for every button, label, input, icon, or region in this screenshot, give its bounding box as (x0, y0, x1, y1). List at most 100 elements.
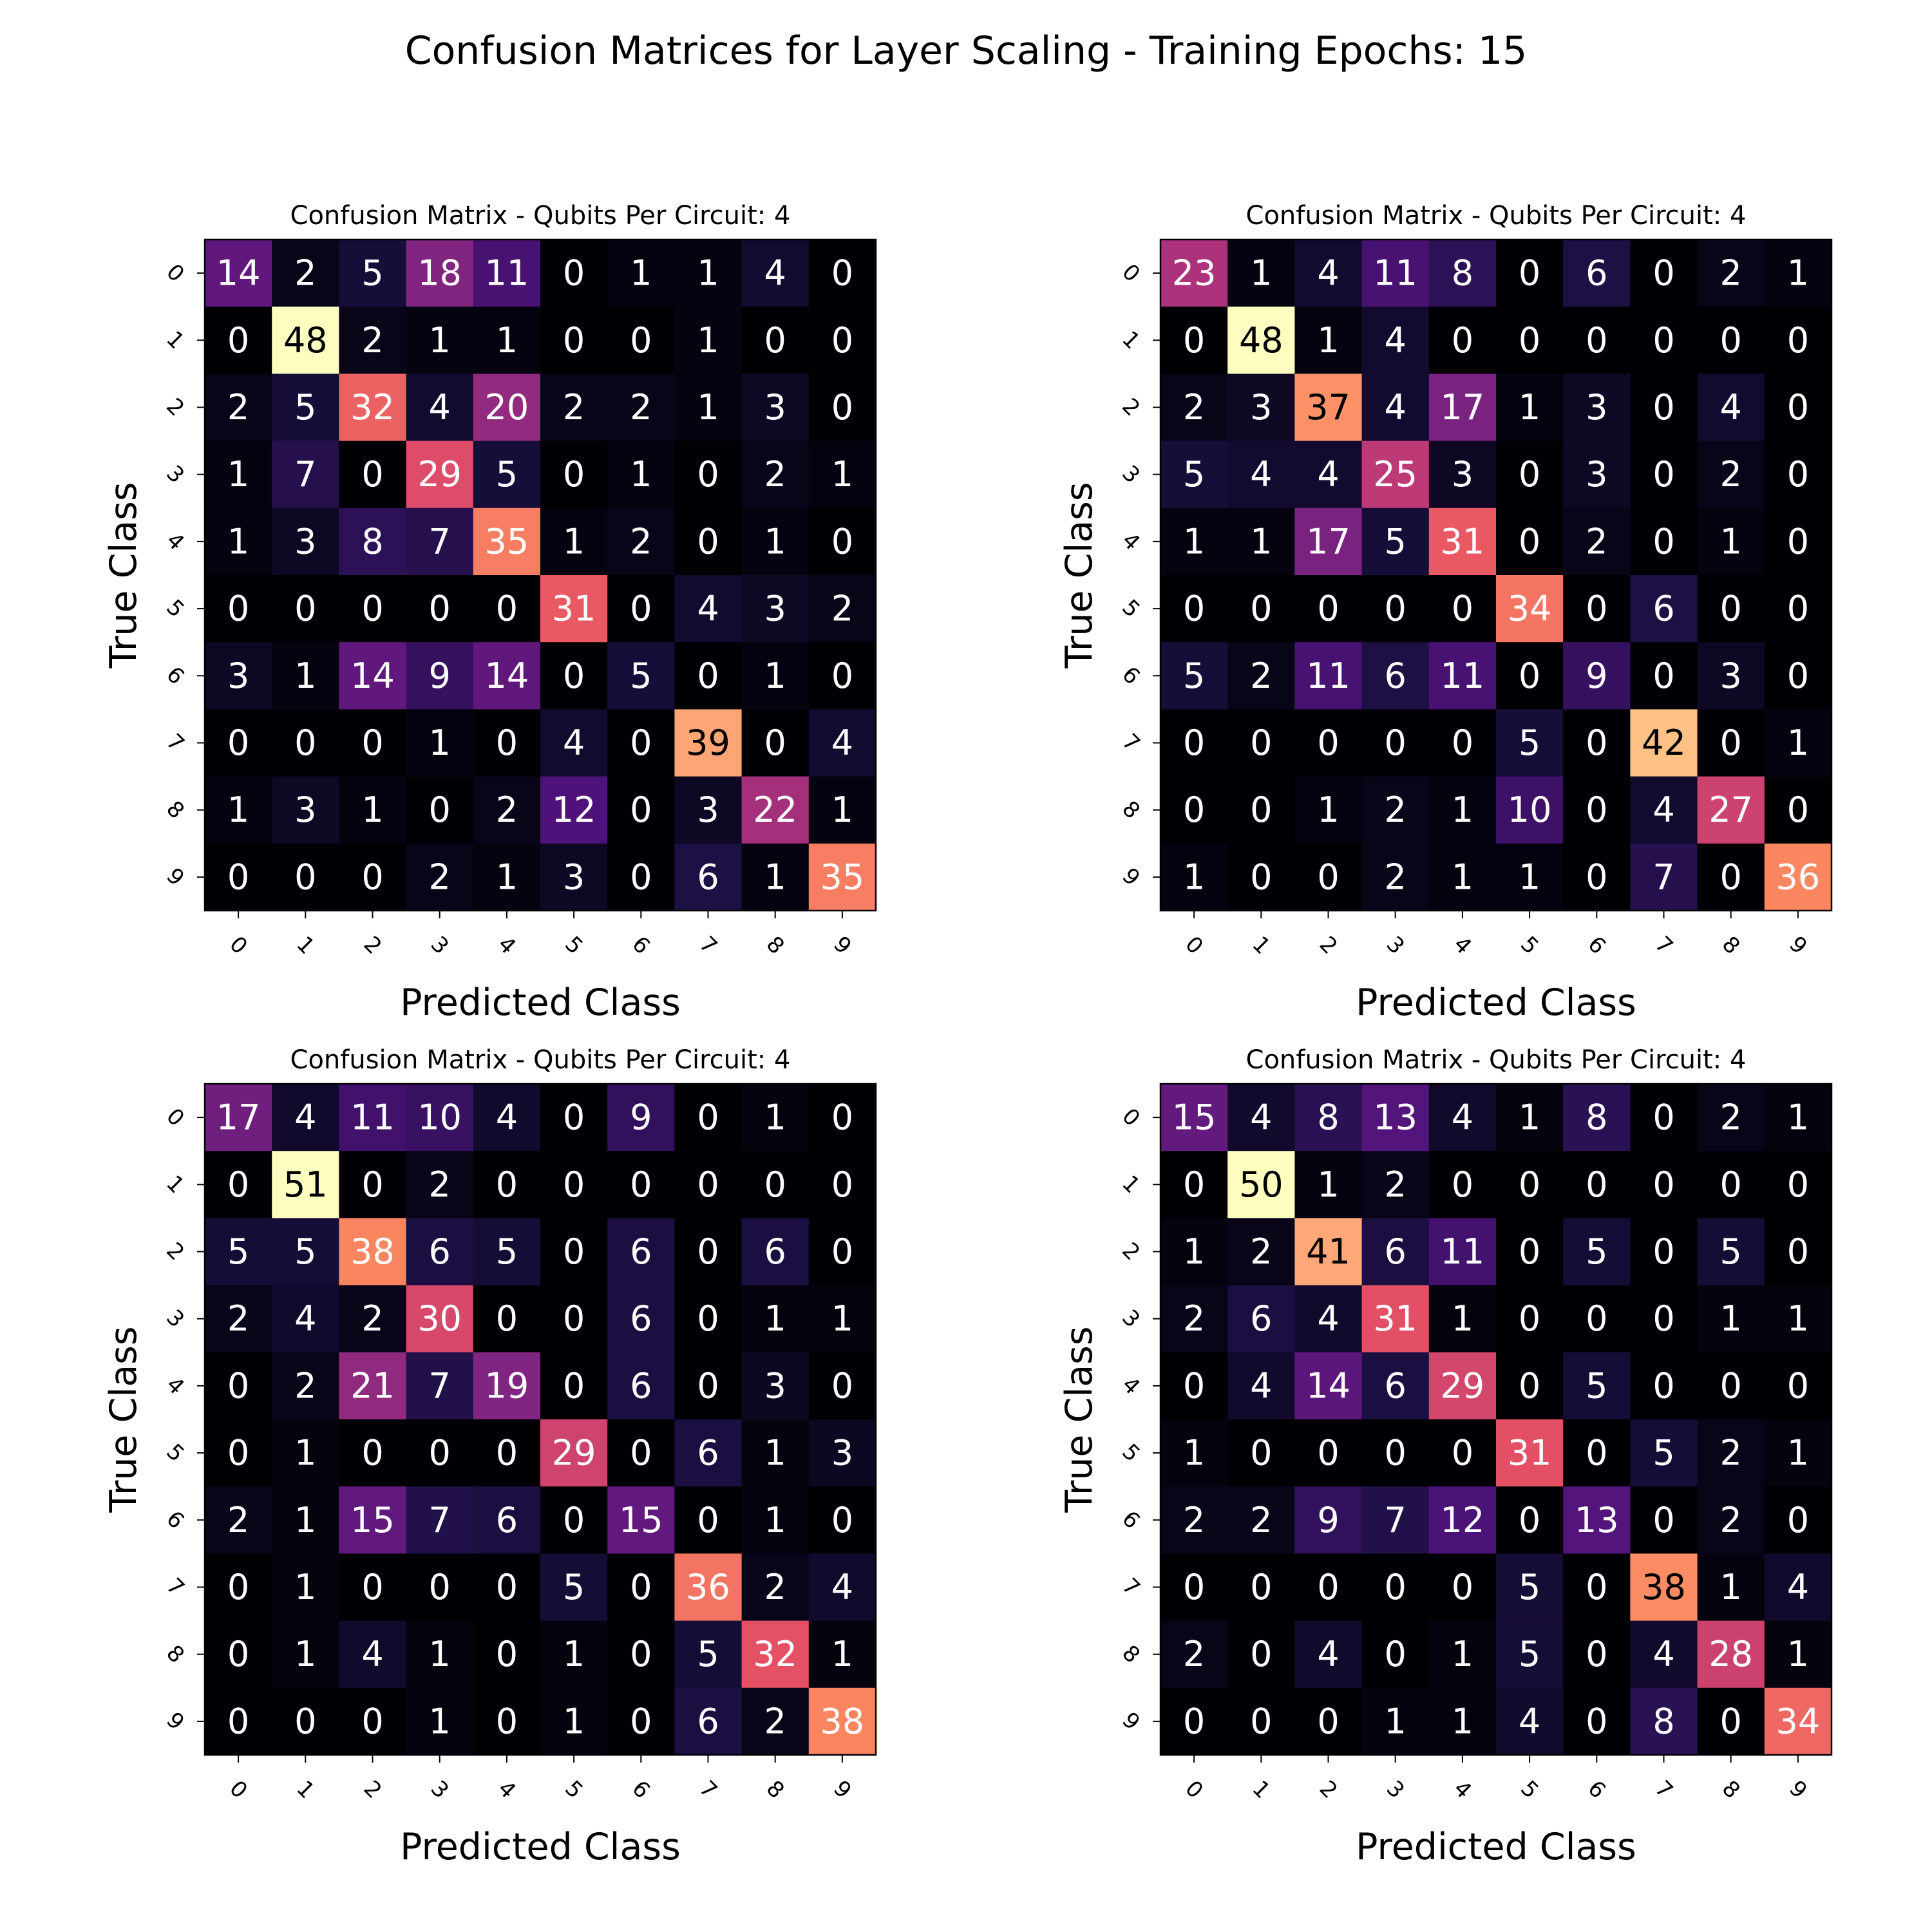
heatmap-cell (1428, 1084, 1497, 1151)
cell-value: 0 (1653, 1500, 1674, 1540)
heatmap-cell (272, 1620, 339, 1689)
heatmap-cell (674, 1218, 743, 1286)
heatmap-cell (205, 1419, 272, 1487)
cell-value: 0 (831, 1097, 853, 1138)
heatmap-cell (1697, 1620, 1765, 1689)
heatmap-cell (205, 307, 272, 374)
heatmap-cell (741, 1687, 810, 1756)
heatmap-cell (1160, 307, 1228, 374)
heatmap-cell (1160, 1687, 1228, 1756)
x-tick-label: 9 (1784, 1776, 1812, 1804)
heatmap-cell (473, 1151, 541, 1218)
y-tick-label: 7 (1117, 729, 1145, 757)
heatmap-cell (1563, 1352, 1631, 1420)
heatmap-cell (1496, 507, 1564, 576)
x-tick-label: 6 (627, 931, 656, 960)
heatmap-cell (406, 1151, 474, 1218)
y-tick-label: 6 (1117, 1506, 1145, 1535)
heatmap-cell (473, 709, 541, 777)
y-tick-label: 2 (1117, 1238, 1145, 1266)
y-axis-label: True Class (1058, 1326, 1101, 1513)
cell-value: 1 (227, 454, 249, 495)
x-tick-label: 5 (560, 1776, 588, 1804)
heatmap-cell (473, 1553, 541, 1622)
cell-value: 0 (1317, 1433, 1339, 1473)
cell-value: 0 (1787, 320, 1809, 361)
heatmap-cell (1496, 776, 1564, 844)
heatmap-cell (406, 240, 474, 307)
cell-value: 0 (563, 1231, 585, 1272)
heatmap-cell (1764, 575, 1832, 643)
cell-value: 0 (831, 1231, 853, 1272)
heatmap-cell (808, 1620, 876, 1689)
cell-value: 11 (485, 253, 529, 294)
heatmap-cell (607, 1218, 675, 1286)
heatmap-cell (1496, 440, 1564, 509)
cell-value: 21 (350, 1365, 395, 1406)
heatmap-cell (1361, 709, 1430, 777)
heatmap-cell (1227, 1687, 1295, 1756)
heatmap-cell (272, 1352, 339, 1420)
heatmap-cell (205, 575, 272, 643)
heatmap-cell (1428, 1151, 1497, 1218)
x-axis-label: Predicted Class (400, 981, 681, 1024)
heatmap-cell (741, 776, 810, 844)
cell-value: 41 (1306, 1231, 1350, 1272)
y-tick-label: 9 (1117, 1707, 1145, 1736)
x-tick-label: 8 (761, 1776, 790, 1804)
heatmap-cell (1361, 507, 1430, 576)
heatmap-cell (1630, 1218, 1698, 1286)
heatmap-cell (1496, 307, 1564, 374)
heatmap-cell (1697, 1285, 1765, 1353)
cell-value: 2 (1183, 1634, 1205, 1674)
cell-value: 38 (350, 1231, 395, 1272)
cell-value: 4 (1452, 1097, 1473, 1138)
cell-value: 0 (496, 589, 518, 629)
cell-value: 0 (697, 1298, 719, 1339)
cell-value: 0 (1787, 1164, 1809, 1205)
heatmap-cell (406, 575, 474, 643)
cell-value: 4 (1385, 320, 1406, 361)
heatmap-cell (339, 307, 407, 374)
x-tick-label: 2 (1314, 1776, 1343, 1804)
y-tick-label: 1 (161, 327, 189, 355)
cell-value: 0 (1720, 589, 1742, 629)
cell-value: 0 (1787, 387, 1809, 428)
cell-value: 9 (630, 1097, 652, 1138)
heatmap-cell (540, 709, 608, 777)
cell-value: 0 (630, 1567, 652, 1607)
heatmap-cell (1428, 1419, 1497, 1487)
heatmap-cell (741, 843, 810, 911)
heatmap-cell (1294, 776, 1363, 844)
cell-value: 3 (764, 1365, 786, 1406)
cell-value: 8 (361, 521, 383, 562)
heatmap-cell (339, 1084, 407, 1151)
x-tick-label: 9 (828, 1776, 857, 1804)
x-tick-label: 0 (224, 1776, 252, 1804)
cell-value: 0 (630, 857, 652, 897)
heatmap-cell (1361, 776, 1430, 844)
heatmap-cell (1630, 440, 1698, 509)
heatmap-cell (1160, 1352, 1228, 1420)
cell-value: 5 (1586, 1365, 1607, 1406)
y-tick-label: 4 (1117, 527, 1145, 556)
heatmap-cell (272, 440, 339, 509)
heatmap-cell (540, 240, 608, 307)
heatmap-cell (1428, 440, 1497, 509)
cell-value: 0 (630, 320, 652, 361)
heatmap-cell (339, 1352, 407, 1420)
cell-value: 31 (1441, 521, 1485, 562)
heatmap-cell (1294, 1620, 1363, 1689)
heatmap-cell (1428, 1553, 1497, 1622)
y-tick-label: 0 (161, 259, 189, 287)
cell-value: 1 (1452, 1634, 1473, 1674)
cell-value: 7 (429, 521, 451, 562)
heatmap-cell (473, 1084, 541, 1151)
cell-value: 5 (1385, 521, 1406, 562)
cell-value: 1 (1720, 1567, 1742, 1607)
heatmap-cell (406, 374, 474, 442)
matrix-panel-4: Confusion Matrix - Qubits Per Circuit: 4… (1058, 1045, 1833, 1868)
heatmap-cell (1227, 843, 1295, 911)
cell-value: 0 (227, 320, 249, 361)
y-tick-label: 9 (161, 1707, 189, 1736)
